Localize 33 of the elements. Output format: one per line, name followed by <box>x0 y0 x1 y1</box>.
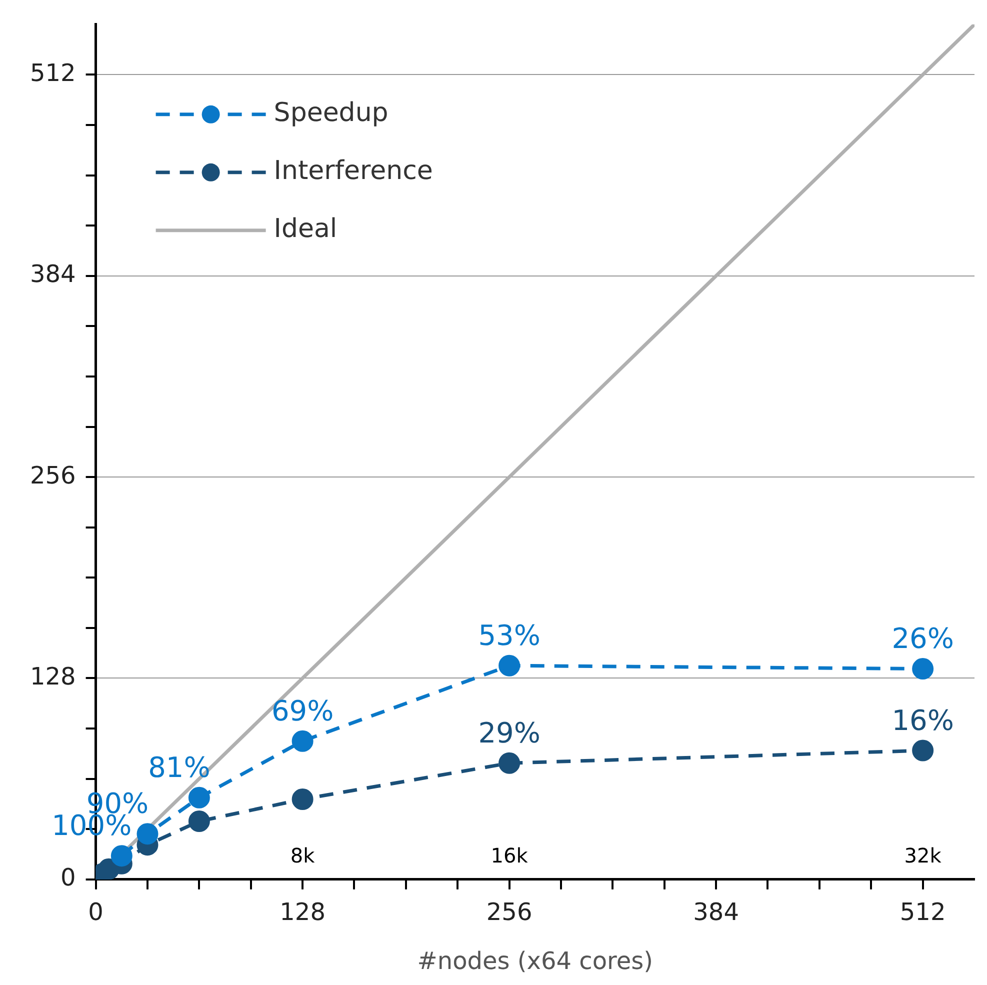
legend-label: Speedup <box>274 98 388 128</box>
x-tick-label: 128 <box>280 898 326 926</box>
point <box>498 654 520 676</box>
y-tick-label: 128 <box>30 662 76 690</box>
x-tick-label: 256 <box>486 898 532 926</box>
point <box>292 730 314 752</box>
x2-tick-label: 8k <box>290 844 316 868</box>
annotation: 16% <box>892 704 954 737</box>
point <box>292 788 314 810</box>
point <box>912 658 934 680</box>
annotation: 81% <box>148 750 210 784</box>
x2-tick-label: 16k <box>490 844 528 868</box>
y-tick-label: 512 <box>30 58 76 87</box>
point <box>188 786 210 808</box>
x-tick-label: 512 <box>900 898 946 926</box>
legend-label: Ideal <box>274 214 338 244</box>
legend-label: Interference <box>274 156 433 186</box>
annotation: 69% <box>271 694 334 728</box>
y-tick-label: 384 <box>30 260 76 288</box>
x2-tick-label: 32k <box>904 844 942 868</box>
y-tick-label: 0 <box>60 864 76 892</box>
point <box>912 740 934 762</box>
annotation: 53% <box>478 618 540 652</box>
point <box>110 845 132 867</box>
y-tick-label: 256 <box>30 461 76 490</box>
x-axis-title: #nodes (x64 cores) <box>417 946 654 975</box>
point <box>188 810 210 832</box>
point <box>498 752 520 774</box>
x-tick-label: 384 <box>693 898 739 926</box>
annotation: 29% <box>478 716 540 750</box>
annotation: 26% <box>892 622 954 656</box>
x-tick-label: 0 <box>88 898 104 926</box>
point <box>136 823 158 845</box>
